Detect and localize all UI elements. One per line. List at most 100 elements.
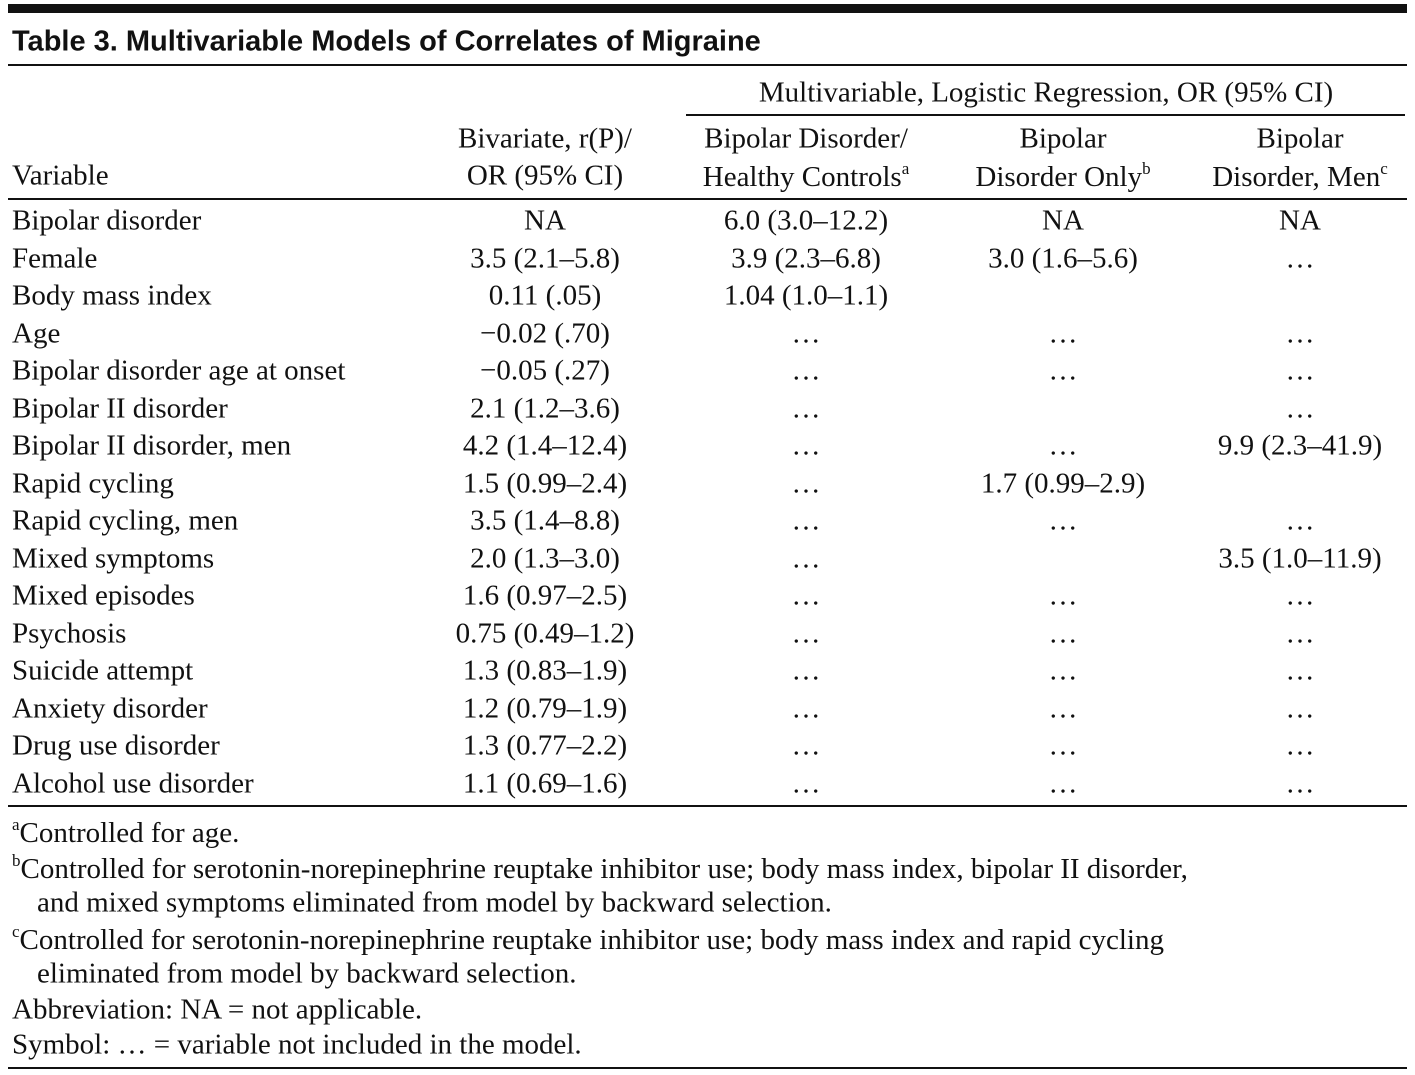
cell: …	[791, 692, 821, 724]
cell: …	[791, 317, 821, 349]
footnote: cControlled for serotonin-norepinephrine…	[12, 923, 1164, 955]
cell: 4.2 (1.4–12.4)	[462, 429, 628, 462]
row-label: Age	[12, 317, 61, 349]
cell: …	[791, 579, 821, 612]
cell: 1.6 (0.97–2.5)	[462, 579, 628, 612]
footnote-mark: b	[12, 850, 21, 870]
footnote-text: eliminated from model by backward select…	[37, 957, 577, 990]
cell: …	[1285, 392, 1315, 424]
table-title: Table 3. Multivariable Models of Correla…	[12, 25, 761, 58]
row-label: Alcohol use disorder	[12, 767, 254, 799]
row-label: Rapid cycling	[12, 467, 174, 499]
cell: …	[1048, 579, 1078, 612]
cell: …	[1048, 654, 1078, 687]
rule	[686, 114, 1405, 116]
row-label: Bipolar II disorder, men	[12, 429, 292, 462]
column-header: Bipolar Disorder/	[704, 122, 908, 155]
row-label: Bipolar disorder age at onset	[12, 354, 346, 387]
cell: −0.02 (.70)	[480, 317, 610, 349]
cell: …	[791, 617, 821, 649]
footnote-text: Controlled for serotonin-norepinephrine …	[20, 852, 1188, 885]
footnote: aControlled for age.	[12, 816, 239, 848]
column-header: Disorder Onlyb	[975, 159, 1151, 193]
footnote-mark: c	[1380, 159, 1388, 178]
cell: …	[1048, 767, 1078, 799]
column-header: Bipolar	[1256, 122, 1344, 155]
cell: 0.11 (.05)	[488, 279, 602, 312]
cell: …	[791, 429, 821, 462]
cell: …	[1285, 767, 1315, 799]
cell: …	[1048, 429, 1078, 462]
cell: …	[1048, 692, 1078, 724]
cell: 3.9 (2.3–6.8)	[731, 242, 881, 274]
cell: …	[791, 654, 821, 687]
cell: …	[791, 767, 821, 799]
row-label: Rapid cycling, men	[12, 504, 239, 537]
row-label: Mixed symptoms	[12, 542, 215, 574]
cell: 3.5 (1.4–8.8)	[470, 504, 620, 537]
cell: …	[1285, 579, 1315, 612]
cell: …	[791, 354, 821, 387]
cell: …	[1285, 729, 1315, 762]
cell: …	[1285, 504, 1315, 537]
row-label: Female	[12, 242, 98, 274]
cell: …	[1285, 617, 1315, 649]
cell: 1.3 (0.83–1.9)	[462, 654, 628, 687]
footnote: and mixed symptoms eliminated from model…	[37, 886, 832, 919]
footnote-text: Abbreviation: NA = not applicable.	[12, 993, 423, 1025]
cell: 3.5 (1.0–11.9)	[1218, 542, 1382, 574]
cell: −0.05 (.27)	[480, 354, 610, 387]
cell: 1.1 (0.69–1.6)	[462, 767, 628, 799]
column-header: Healthy Controlsa	[702, 159, 910, 193]
rule	[8, 1067, 1407, 1069]
cell: 1.04 (1.0–1.1)	[723, 279, 889, 312]
footnote-mark: c	[12, 921, 20, 941]
cell: …	[1285, 692, 1315, 724]
cell: …	[791, 467, 821, 499]
footnote-text: Controlled for age.	[19, 817, 240, 849]
cell: …	[1285, 242, 1315, 274]
column-header: Bivariate, r(P)/	[458, 122, 632, 155]
cell: 1.2 (0.79–1.9)	[462, 692, 628, 724]
footnote: bControlled for serotonin-norepinephrine…	[12, 852, 1188, 884]
cell: 1.3 (0.77–2.2)	[462, 729, 628, 762]
footnote: eliminated from model by backward select…	[37, 957, 577, 990]
cell: …	[791, 504, 821, 537]
cell: NA	[1042, 204, 1084, 237]
footnote: Symbol: … = variable not included in the…	[12, 1028, 582, 1061]
cell: 1.5 (0.99–2.4)	[462, 467, 628, 499]
cell: …	[1048, 729, 1078, 762]
cell: …	[791, 729, 821, 762]
footnote-mark: b	[1142, 159, 1151, 178]
cell: …	[1048, 354, 1078, 387]
row-label: Anxiety disorder	[12, 692, 208, 724]
cell: …	[791, 542, 821, 574]
row-label: Body mass index	[12, 279, 212, 312]
cell: 1.7 (0.99–2.9)	[980, 467, 1146, 499]
column-header: OR (95% CI)	[466, 159, 624, 192]
footnote-text: Controlled for serotonin-norepinephrine …	[19, 923, 1164, 956]
rule	[8, 64, 1407, 66]
cell: …	[1285, 654, 1315, 687]
footnote-text: and mixed symptoms eliminated from model…	[37, 886, 832, 919]
column-header: Variable	[12, 159, 109, 192]
footnote-text: Symbol: … = variable not included in the…	[12, 1028, 582, 1061]
row-label: Mixed episodes	[12, 579, 195, 612]
spanner: Multivariable, Logistic Regression, OR (…	[758, 76, 1334, 109]
cell: NA	[1279, 204, 1321, 237]
cell: 2.0 (1.3–3.0)	[470, 542, 620, 574]
row-label: Bipolar disorder	[12, 204, 202, 237]
cell: 6.0 (3.0–12.2)	[723, 204, 889, 237]
cell: …	[791, 392, 821, 424]
cell: …	[1285, 354, 1315, 387]
column-header: Bipolar	[1019, 122, 1107, 155]
footnote-mark: a	[12, 815, 20, 834]
rule	[8, 198, 1407, 200]
column-header: Disorder, Menc	[1212, 159, 1388, 193]
row-label: Bipolar II disorder	[12, 392, 228, 424]
cell: 0.75 (0.49–1.2)	[455, 617, 635, 649]
cell: 9.9 (2.3–41.9)	[1217, 429, 1383, 462]
cell: 3.0 (1.6–5.6)	[988, 242, 1138, 274]
cell: …	[1285, 317, 1315, 349]
footnote-mark: a	[901, 159, 910, 178]
